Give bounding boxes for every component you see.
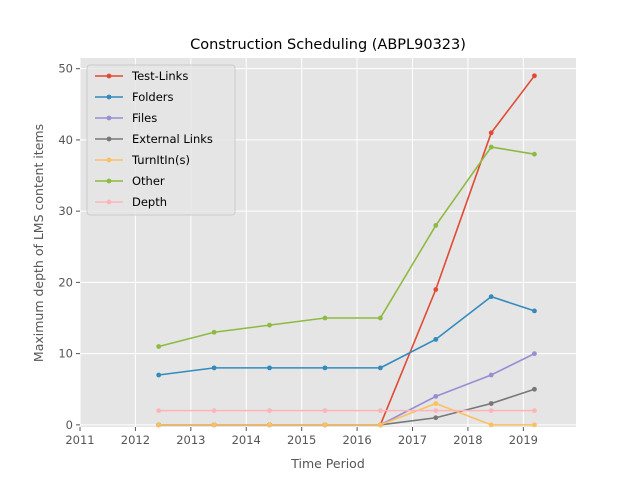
legend-box xyxy=(86,64,236,216)
y-tick-label: 10 xyxy=(58,347,73,361)
data-point-test-links xyxy=(433,287,439,292)
data-point-external-links xyxy=(433,415,439,421)
data-point-folders xyxy=(433,336,439,342)
legend-marker-other xyxy=(106,178,112,184)
legend-marker-files xyxy=(106,115,112,121)
x-tick-label: 2011 xyxy=(65,433,94,447)
data-point-external-links xyxy=(488,401,494,406)
series-turnitin-s xyxy=(156,401,537,428)
data-point-external-links xyxy=(532,386,537,392)
x-tick-label: 2015 xyxy=(287,433,316,447)
data-point-depth xyxy=(433,408,439,414)
data-point-depth xyxy=(532,408,537,414)
y-tick-label: 30 xyxy=(58,204,73,218)
data-point-folders xyxy=(156,372,162,378)
data-point-files xyxy=(532,351,537,357)
data-point-turnitin-s xyxy=(322,422,328,428)
legend: Test-Links Folders Files External Links Turn… xyxy=(86,64,236,216)
data-point-other xyxy=(267,322,272,328)
data-point-depth xyxy=(211,408,217,414)
y-tick-label: 0 xyxy=(66,418,73,432)
data-point-other xyxy=(488,144,494,150)
x-tick-label: 2013 xyxy=(176,433,205,447)
data-point-folders xyxy=(267,365,272,371)
legend-label-turnitin-s: TurnItIn(s) xyxy=(131,153,190,167)
data-point-turnitin-s xyxy=(532,422,537,428)
data-point-turnitin-s xyxy=(488,422,494,428)
y-tick-label: 20 xyxy=(58,275,73,289)
series-lines xyxy=(156,73,537,428)
series-line-turnitin-s xyxy=(158,402,535,426)
legend-marker-folders xyxy=(106,94,112,100)
x-tick-label: 2016 xyxy=(342,433,371,447)
data-point-other xyxy=(433,223,439,228)
y-tick-label: 40 xyxy=(58,133,73,147)
data-point-other xyxy=(211,329,217,335)
legend-marker-depth xyxy=(106,199,112,205)
y-axis-ticks: 0 10 20 30 40 50 xyxy=(58,62,80,432)
data-point-depth xyxy=(267,408,272,414)
data-point-turnitin-s xyxy=(433,401,439,406)
data-point-turnitin-s xyxy=(156,422,162,428)
legend-label-other: Other xyxy=(132,174,165,188)
series-line-other xyxy=(158,146,535,348)
series-folders xyxy=(156,294,537,378)
data-point-files xyxy=(488,372,494,378)
data-point-folders xyxy=(488,294,494,300)
series-line-folders xyxy=(158,295,535,376)
legend-label-folders: Folders xyxy=(132,90,174,104)
data-point-depth xyxy=(322,408,328,414)
data-point-turnitin-s xyxy=(211,422,217,428)
y-tick-label: 50 xyxy=(58,62,73,76)
legend-label-test-links: Test-Links xyxy=(131,69,188,83)
data-point-other xyxy=(532,151,537,157)
legend-marker-external-links xyxy=(106,136,112,142)
x-tick-label: 2019 xyxy=(509,433,538,447)
x-tick-label: 2012 xyxy=(121,433,150,447)
data-point-folders xyxy=(322,365,328,371)
data-point-folders xyxy=(211,365,217,371)
data-point-files xyxy=(433,393,439,399)
data-point-other xyxy=(156,344,162,349)
legend-label-depth: Depth xyxy=(132,195,167,209)
legend-label-external-links: External Links xyxy=(132,132,213,146)
data-point-depth xyxy=(377,408,383,414)
x-tick-label: 2018 xyxy=(453,433,482,447)
data-point-folders xyxy=(377,365,383,371)
x-tick-label: 2014 xyxy=(232,433,261,447)
data-point-turnitin-s xyxy=(377,422,383,428)
x-tick-label: 2017 xyxy=(398,433,427,447)
data-point-turnitin-s xyxy=(267,422,272,428)
data-point-other xyxy=(322,315,328,321)
data-point-test-links xyxy=(488,130,494,136)
legend-marker-test-links xyxy=(106,73,112,79)
x-axis-ticks: 2011 2012 2013 2014 2015 2016 2017 2018 2019 xyxy=(65,427,538,447)
data-point-folders xyxy=(532,308,537,314)
legend-marker-turnitin-s xyxy=(106,157,112,163)
series-other xyxy=(156,144,537,349)
data-point-depth xyxy=(156,408,162,414)
series-depth xyxy=(156,408,537,414)
y-axis-label: Maximum depth of LMS content items xyxy=(31,124,46,362)
data-point-depth xyxy=(488,408,494,414)
legend-label-files: Files xyxy=(132,111,157,125)
data-point-other xyxy=(377,315,383,321)
data-point-test-links xyxy=(532,73,537,79)
x-axis-label: Time Period xyxy=(290,456,365,471)
chart-title: Construction Scheduling (ABPL90323) xyxy=(190,37,466,53)
